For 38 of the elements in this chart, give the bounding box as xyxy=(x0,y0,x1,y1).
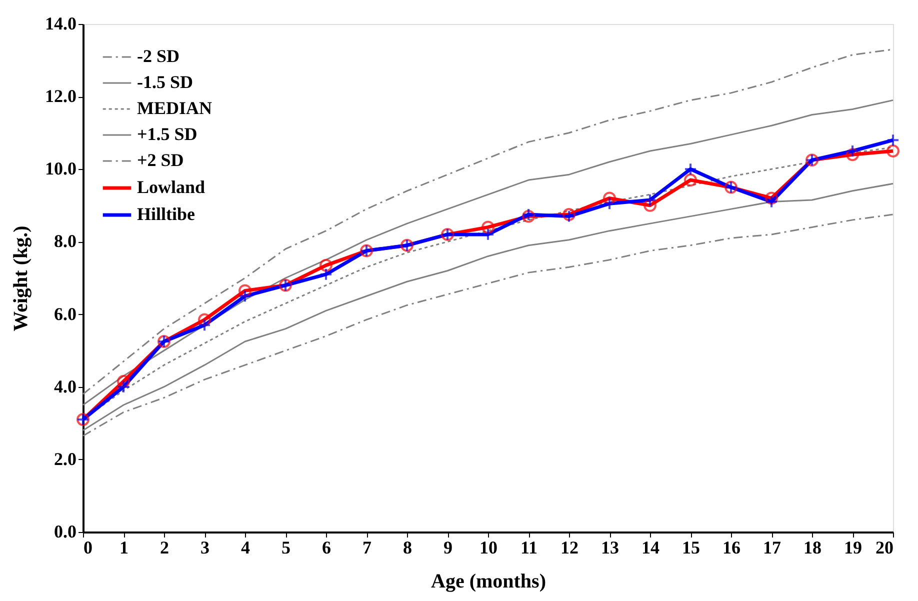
x-tick-label: 15 xyxy=(682,538,700,558)
x-tick-label: 8 xyxy=(403,538,412,558)
y-tick-label: 2.0 xyxy=(54,448,76,469)
legend-label: +2 SD xyxy=(137,150,184,170)
x-tick-label: 11 xyxy=(520,538,538,558)
x-tick-label: 17 xyxy=(763,538,781,558)
x-tick-label: 10 xyxy=(480,538,498,558)
x-tick-label: 7 xyxy=(362,538,372,558)
y-axis-title: Weight (kg.) xyxy=(10,226,32,332)
x-tick-label: 18 xyxy=(804,538,822,558)
x-tick-label: 16 xyxy=(722,538,740,558)
x-tick-label: 12 xyxy=(560,538,578,558)
x-tick-label: 5 xyxy=(282,538,290,558)
legend-label: +1.5 SD xyxy=(137,124,198,144)
x-tick-label: 3 xyxy=(200,538,210,558)
x-tick-label: 9 xyxy=(444,538,452,558)
y-tick-label: 0.0 xyxy=(54,522,76,542)
legend-label: -1.5 SD xyxy=(137,72,194,92)
x-tick-label: 4 xyxy=(241,538,250,558)
x-tick-label: 13 xyxy=(601,538,619,558)
x-tick-label: 14 xyxy=(642,538,660,558)
y-tick-label: 8.0 xyxy=(54,231,76,252)
x-axis-title: Age (months) xyxy=(431,570,546,592)
x-tick-label: 20 xyxy=(876,538,894,558)
y-tick-label: 14.0 xyxy=(45,14,76,34)
x-tick-label: 0 xyxy=(84,538,92,558)
legend-label: MEDIAN xyxy=(137,98,212,118)
legend-label: -2 SD xyxy=(137,46,180,66)
legend-label: Lowland xyxy=(137,177,206,197)
y-tick-label: 10.0 xyxy=(45,158,76,179)
x-tick-label: 6 xyxy=(322,538,331,558)
y-tick-label: 6.0 xyxy=(54,304,76,324)
y-tick-label: 4.0 xyxy=(54,376,76,396)
legend-label: Hilltibe xyxy=(137,204,196,224)
x-tick-label: 2 xyxy=(160,538,169,558)
x-tick-label: 1 xyxy=(120,538,128,558)
y-tick-label: 12.0 xyxy=(45,86,76,106)
x-tick-label: 19 xyxy=(844,538,862,558)
